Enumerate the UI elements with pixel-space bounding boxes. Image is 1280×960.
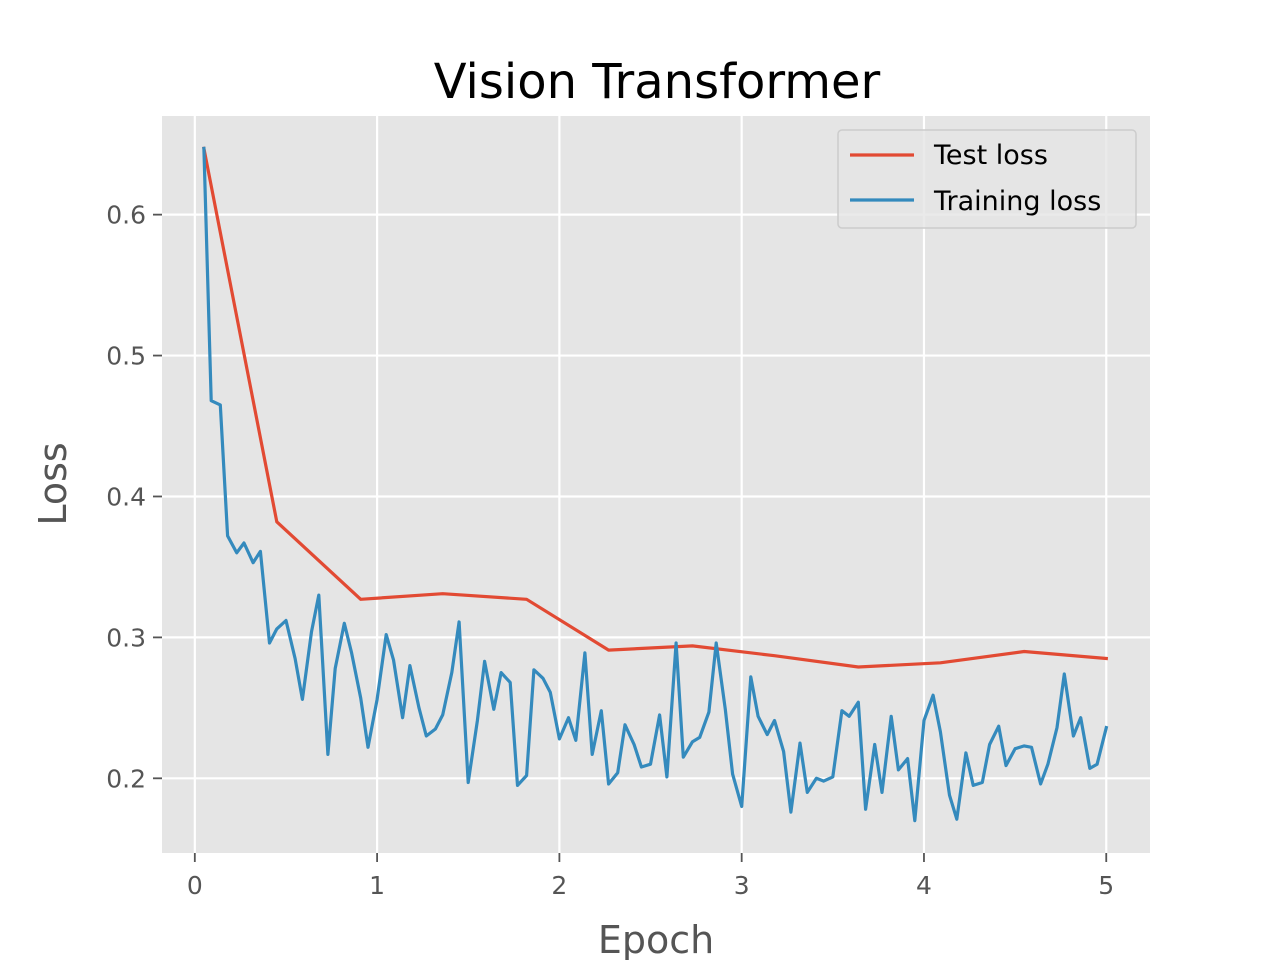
x-axis-label: Epoch — [598, 918, 714, 960]
legend: Test loss Training loss — [837, 129, 1137, 229]
y-axis-label: Loss — [31, 442, 75, 525]
y-tick-label: 0.3 — [106, 623, 146, 652]
y-tick-label: 0.6 — [106, 201, 146, 230]
x-tick-label: 3 — [734, 871, 750, 900]
legend-label-training-loss: Training loss — [933, 186, 1101, 217]
y-tick-label: 0.5 — [106, 342, 146, 371]
chart-title: Vision Transformer — [434, 54, 881, 110]
y-tick-label: 0.2 — [106, 764, 146, 793]
data-series — [202, 146, 1109, 823]
x-tick-label: 2 — [551, 871, 567, 900]
x-tick-label: 5 — [1098, 871, 1114, 900]
legend-label-test-loss: Test loss — [933, 140, 1048, 171]
x-tick-label: 4 — [916, 871, 932, 900]
series-line-test-loss — [202, 146, 1109, 669]
series-line-training-loss — [202, 146, 1109, 823]
x-tick-label: 0 — [187, 871, 203, 900]
axis-ticks: 0 1 2 3 4 5 0.2 0.3 0.4 0.5 0.6 — [106, 201, 1114, 900]
y-tick-label: 0.4 — [106, 482, 146, 511]
x-tick-label: 1 — [369, 871, 385, 900]
